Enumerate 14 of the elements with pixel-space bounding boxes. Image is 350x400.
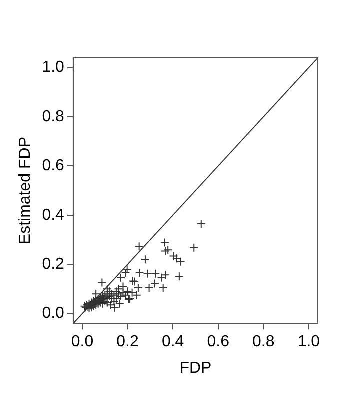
- y-tick-label: 0.4: [42, 206, 65, 224]
- y-tick-label: 0.2: [42, 256, 65, 273]
- y-tick-label: 0.6: [42, 158, 65, 175]
- y-tick-label: 0.0: [42, 305, 65, 322]
- x-tick-label: 0.4: [162, 334, 184, 351]
- y-axis-title: Estimated FDP: [17, 137, 34, 245]
- x-tick-label: 0.6: [207, 334, 230, 351]
- y-tick-label: 0.8: [42, 108, 65, 126]
- x-tick-label: 0.8: [252, 334, 275, 351]
- x-tick-label: 1.0: [298, 334, 320, 351]
- x-tick-label: 0.0: [71, 334, 94, 351]
- x-tick-label: 0.2: [116, 334, 140, 351]
- y-tick-label: 1.0: [42, 59, 65, 76]
- x-axis-title: FDP: [180, 360, 212, 377]
